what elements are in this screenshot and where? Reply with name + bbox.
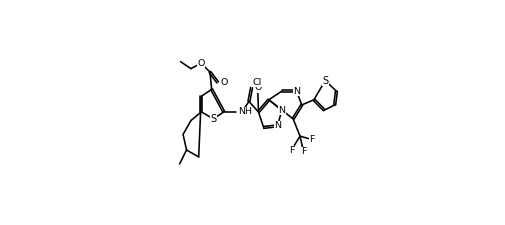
Text: F: F: [300, 147, 306, 156]
Text: S: S: [322, 76, 328, 86]
Text: N: N: [292, 87, 299, 96]
Text: O: O: [220, 78, 227, 87]
Text: NH: NH: [237, 107, 251, 116]
Text: O: O: [254, 83, 261, 92]
Text: O: O: [197, 59, 205, 68]
Text: N: N: [278, 106, 285, 115]
Text: N: N: [274, 121, 280, 130]
Text: F: F: [309, 135, 314, 144]
Text: Cl: Cl: [252, 78, 262, 87]
Text: F: F: [288, 146, 293, 155]
Text: S: S: [210, 114, 216, 124]
